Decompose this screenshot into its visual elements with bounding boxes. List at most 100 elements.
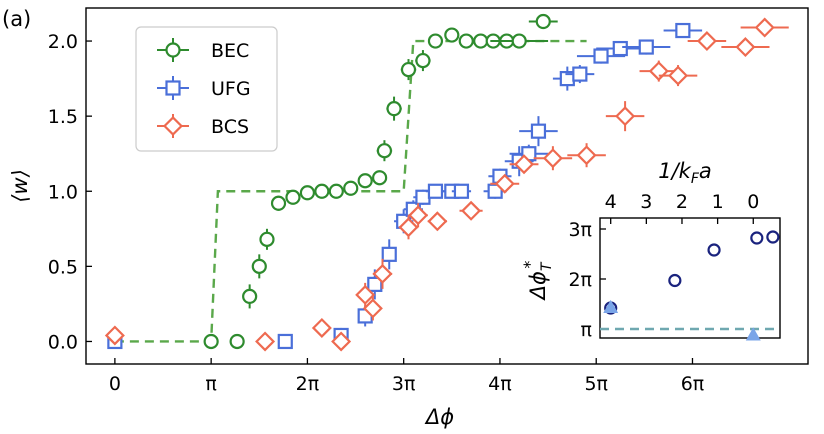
legend-label: BCS <box>211 116 249 138</box>
data-point-ufg <box>530 123 547 139</box>
y-tick-label: 1.0 <box>48 181 78 203</box>
inset-x-tick-label: 3 <box>640 191 652 213</box>
main-y-ticks: 0.0 0.5 1.0 1.5 2.0 <box>48 31 92 353</box>
legend-entries: BEC UFG BCS <box>157 38 251 138</box>
inset-y-label: ΔϕT* <box>520 261 555 302</box>
data-point-bec <box>314 183 330 199</box>
x-axis-label: Δϕ <box>424 405 454 429</box>
data-point-bec <box>299 185 316 201</box>
y-tick-label: 1.5 <box>48 106 78 128</box>
inset-y-tick-label: 3π <box>568 219 592 241</box>
main-series <box>104 13 789 352</box>
data-point-ufg <box>572 66 588 82</box>
series-bec <box>203 13 558 350</box>
x-tick-label: 0 <box>109 373 121 395</box>
inset-y-tick-label: π <box>581 319 592 341</box>
data-point-bec <box>535 13 551 30</box>
legend-marker <box>165 80 181 96</box>
inset-x-tick-label: 0 <box>747 191 759 213</box>
x-tick-label: π <box>205 373 216 395</box>
data-point-ufg <box>277 333 293 350</box>
data-point-bcs <box>427 211 448 232</box>
data-point-bec <box>251 258 267 274</box>
data-point-bcs <box>461 200 482 221</box>
data-point-ufg <box>427 183 444 199</box>
inset-y-ticks: π 2π 3π <box>568 219 606 341</box>
data-point-bcs <box>311 317 332 338</box>
data-point-bcs <box>372 263 393 284</box>
data-point-bcs <box>542 148 563 169</box>
data-point-bec <box>400 61 417 78</box>
x-tick-label: 6π <box>681 373 705 395</box>
inset-frame <box>599 217 781 339</box>
x-tick-label: 5π <box>584 373 608 395</box>
data-point-ufg <box>381 246 397 262</box>
legend-entry-bec: BEC <box>157 38 249 62</box>
y-axis-label: ⟨w⟩ <box>8 169 32 203</box>
data-point-bec <box>343 180 359 196</box>
legend-marker <box>162 115 184 137</box>
inset-data-point-circles <box>668 273 682 288</box>
x-tick-label: 2π <box>296 373 320 395</box>
series-bcs <box>104 17 789 352</box>
data-point-bcs <box>331 331 352 352</box>
panel-label: (a) <box>2 7 31 31</box>
data-point-bec <box>203 333 219 350</box>
data-point-bec <box>328 183 344 199</box>
data-point-bec <box>386 101 402 117</box>
data-point-ufg <box>453 183 470 199</box>
data-point-bcs <box>408 205 429 226</box>
data-point-bcs <box>494 173 515 194</box>
data-point-bcs <box>398 217 419 238</box>
data-point-bec <box>473 33 489 49</box>
inset-x-tick-label: 4 <box>605 191 617 213</box>
y-tick-label: 0.5 <box>48 256 78 278</box>
inset-series-triangles <box>603 299 761 341</box>
data-point-bcs <box>735 37 756 58</box>
y-tick-label: 0.0 <box>48 331 78 353</box>
inset-top-x-label: 1/kFa <box>658 159 712 187</box>
data-point-bec <box>229 333 245 350</box>
data-point-bec <box>511 33 527 49</box>
data-point-bcs <box>668 65 689 86</box>
legend-label: BEC <box>211 40 249 62</box>
data-point-bec <box>285 189 301 205</box>
legend-entry-bcs: BCS <box>157 114 249 138</box>
data-point-bcs <box>355 284 376 305</box>
inset-data-point-circles <box>750 231 764 245</box>
main-plot-frame <box>85 7 809 365</box>
data-point-bec <box>458 33 474 49</box>
theory-step-line <box>114 39 587 343</box>
data-point-bec <box>259 231 275 247</box>
data-point-bec <box>357 173 373 189</box>
data-point-ufg <box>675 22 691 39</box>
data-point-bcs <box>576 145 597 166</box>
data-point-ufg <box>638 39 654 55</box>
x-tick-label: 3π <box>392 373 416 395</box>
data-point-bec <box>376 143 393 159</box>
data-point-bcs <box>615 106 636 127</box>
main-plot: 0 π 2π 3π 4 π 5π 6π 0.0 0.5 1.0 1.5 2.0 Δϕ ⟨w⟩ BEC U… <box>8 7 809 429</box>
data-point-ufg <box>415 189 431 205</box>
data-point-bcs <box>362 298 383 319</box>
legend-entry-ufg: UFG <box>157 76 251 100</box>
inset-top-x-ticks: 4 3 2 1 0 <box>605 191 759 224</box>
inset-data-point-triangles <box>745 327 761 341</box>
y-tick-label: 2.0 <box>48 31 78 53</box>
data-point-bcs <box>104 325 125 346</box>
data-point-ufg <box>612 40 628 57</box>
data-point-bcs <box>754 17 775 38</box>
legend: BEC UFG BCS <box>135 26 278 152</box>
data-point-bec <box>242 288 258 305</box>
inset-x-tick-label: 1 <box>712 191 724 213</box>
data-point-bec <box>444 27 460 43</box>
data-point-bec <box>415 52 431 69</box>
inset-data-point-triangles <box>603 299 619 313</box>
inset-data-point-circles <box>766 230 780 244</box>
data-point-bcs <box>514 154 535 175</box>
data-point-bec <box>427 33 444 49</box>
data-point-bcs <box>696 31 717 52</box>
data-point-bcs <box>255 331 276 352</box>
data-point-bcs <box>648 61 669 82</box>
